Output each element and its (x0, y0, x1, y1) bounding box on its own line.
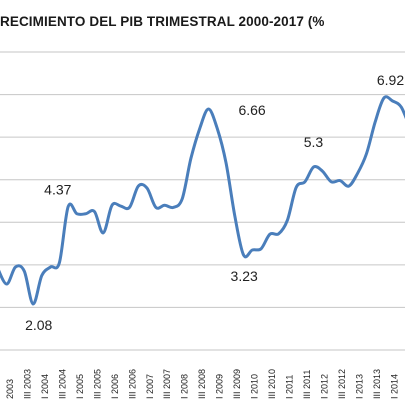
x-tick-label: III 2005 (92, 369, 102, 399)
data-label: 3.23 (231, 268, 258, 284)
data-point (58, 261, 61, 264)
data-point (128, 206, 131, 209)
data-point (330, 180, 333, 183)
x-tick-label: III 2006 (127, 369, 137, 399)
data-label: 5.3 (304, 134, 324, 150)
x-tick-label: III 2004 (57, 369, 67, 399)
data-point (5, 283, 8, 286)
data-point (154, 206, 157, 209)
x-tick-label: III 2003 (22, 369, 32, 399)
data-point (172, 206, 175, 209)
x-tick-label: I 2007 (145, 374, 155, 399)
data-point (40, 274, 43, 277)
data-point (23, 270, 26, 273)
data-point (84, 212, 87, 215)
data-point (303, 180, 306, 183)
data-point (207, 108, 210, 111)
x-tick-label: III 2010 (267, 369, 277, 399)
series-group (0, 95, 405, 306)
annotations-group: 4.37 2.08 6.66 3.23 5.3 6.92 (25, 72, 404, 333)
x-tick-label: III 2008 (197, 369, 207, 399)
data-point (286, 219, 289, 222)
x-axis-ticks: 2003 III 2003 I 2004 III 2004 I 2005 III 2005… (5, 369, 399, 399)
data-point (347, 185, 350, 188)
x-tick-label: I 2006 (110, 374, 120, 399)
x-tick-label: III 2009 (232, 369, 242, 399)
data-label: 4.37 (44, 182, 71, 198)
data-point (312, 165, 315, 168)
data-point (374, 121, 377, 124)
gridlines (0, 51, 405, 351)
x-tick-label: I 2012 (319, 374, 329, 399)
data-point (119, 205, 122, 208)
x-tick-label: I 2008 (180, 374, 190, 399)
data-point (93, 210, 96, 213)
x-tick-label: 2003 (5, 379, 15, 399)
data-point (339, 179, 342, 182)
data-point (102, 231, 105, 234)
data-point (295, 186, 298, 189)
data-point (14, 265, 17, 268)
data-point (49, 265, 52, 268)
x-tick-label: III 2012 (337, 369, 347, 399)
data-point (32, 303, 35, 306)
data-point (260, 247, 263, 250)
data-point (356, 172, 359, 175)
data-point (400, 106, 403, 109)
data-point (251, 248, 254, 251)
data-point (75, 212, 78, 215)
data-point (137, 185, 140, 188)
x-tick-label: I 2009 (215, 374, 225, 399)
chart-title: RECIMIENTO DEL PIB TRIMESTRAL 2000-2017 … (0, 14, 325, 29)
data-point (181, 197, 184, 200)
x-tick-label: III 2007 (162, 369, 172, 399)
data-label: 2.08 (25, 317, 52, 333)
x-tick-label: I 2013 (354, 374, 364, 399)
data-label: 6.66 (238, 102, 265, 118)
data-point (242, 254, 245, 257)
x-tick-label: I 2014 (389, 374, 399, 399)
data-point (391, 99, 394, 102)
data-point (198, 127, 201, 130)
data-point (382, 96, 385, 99)
data-point (321, 170, 324, 173)
data-point (111, 204, 114, 207)
series-line (0, 95, 405, 306)
data-point (277, 232, 280, 235)
data-point (67, 205, 70, 208)
x-tick-label: I 2004 (40, 374, 50, 399)
data-point (146, 187, 149, 190)
data-point (268, 233, 271, 236)
x-tick-label: I 2005 (75, 374, 85, 399)
x-tick-label: III 2011 (302, 370, 312, 399)
data-point (365, 153, 368, 156)
data-point (189, 157, 192, 160)
data-point (225, 161, 228, 164)
x-tick-label: I 2010 (250, 374, 260, 399)
x-tick-label: I 2011 (285, 375, 295, 399)
data-point (233, 214, 236, 217)
data-point (163, 204, 166, 207)
data-label: 6.92 (377, 72, 404, 88)
data-point (216, 127, 219, 130)
x-tick-label: III 2013 (372, 369, 382, 399)
